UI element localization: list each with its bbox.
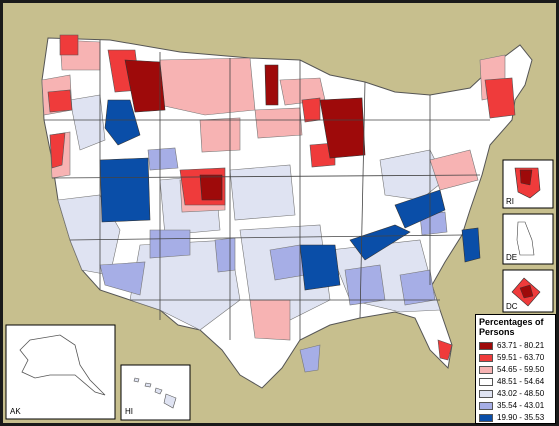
legend-title: Percentages of Persons bbox=[479, 317, 544, 337]
legend: Percentages of Persons 63.71 - 80.21 59.5… bbox=[475, 314, 556, 424]
legend-label: 59.51 - 63.70 bbox=[497, 353, 545, 362]
legend-label: 43.02 - 48.50 bbox=[497, 389, 545, 398]
legend-item: 35.54 - 43.01 bbox=[479, 400, 553, 411]
alaska-label: AK bbox=[10, 407, 21, 416]
alaska-inset: AK bbox=[5, 324, 116, 420]
legend-swatch bbox=[479, 389, 493, 398]
delaware-label: DE bbox=[506, 253, 517, 262]
legend-item: 59.51 - 63.70 bbox=[479, 352, 553, 363]
state-boundaries bbox=[44, 40, 490, 340]
legend-label: 63.71 - 80.21 bbox=[497, 341, 545, 350]
legend-item: 63.71 - 80.21 bbox=[479, 340, 553, 351]
class-19-35 bbox=[99, 99, 481, 291]
legend-item: 43.02 - 48.50 bbox=[479, 388, 553, 399]
legend-item: 19.90 - 35.53 bbox=[479, 412, 553, 423]
legend-label: 48.51 - 54.64 bbox=[497, 377, 545, 386]
hawaii-label: HI bbox=[125, 407, 133, 416]
dc-label: DC bbox=[506, 302, 518, 311]
rhode-island-label: RI bbox=[506, 197, 514, 206]
legend-label: 19.90 - 35.53 bbox=[497, 413, 545, 422]
legend-item: 54.65 - 59.50 bbox=[479, 364, 553, 375]
dc-inset: DC bbox=[502, 269, 554, 313]
legend-label: 35.54 - 43.01 bbox=[497, 401, 545, 410]
legend-swatch bbox=[479, 413, 493, 422]
class-63-80 bbox=[124, 59, 366, 201]
legend-item: 48.51 - 54.64 bbox=[479, 376, 553, 387]
legend-swatch bbox=[479, 353, 493, 362]
hawaii-inset: HI bbox=[120, 364, 191, 421]
legend-swatch bbox=[479, 401, 493, 410]
legend-label: 54.65 - 59.50 bbox=[497, 365, 545, 374]
delaware-inset: DE bbox=[502, 213, 554, 265]
legend-swatch bbox=[479, 341, 493, 350]
legend-swatch bbox=[479, 365, 493, 374]
legend-swatch bbox=[479, 377, 493, 386]
rhode-island-inset: RI bbox=[502, 159, 554, 209]
legend-rows: 63.71 - 80.21 59.51 - 63.70 54.65 - 59.50 4… bbox=[479, 340, 553, 423]
